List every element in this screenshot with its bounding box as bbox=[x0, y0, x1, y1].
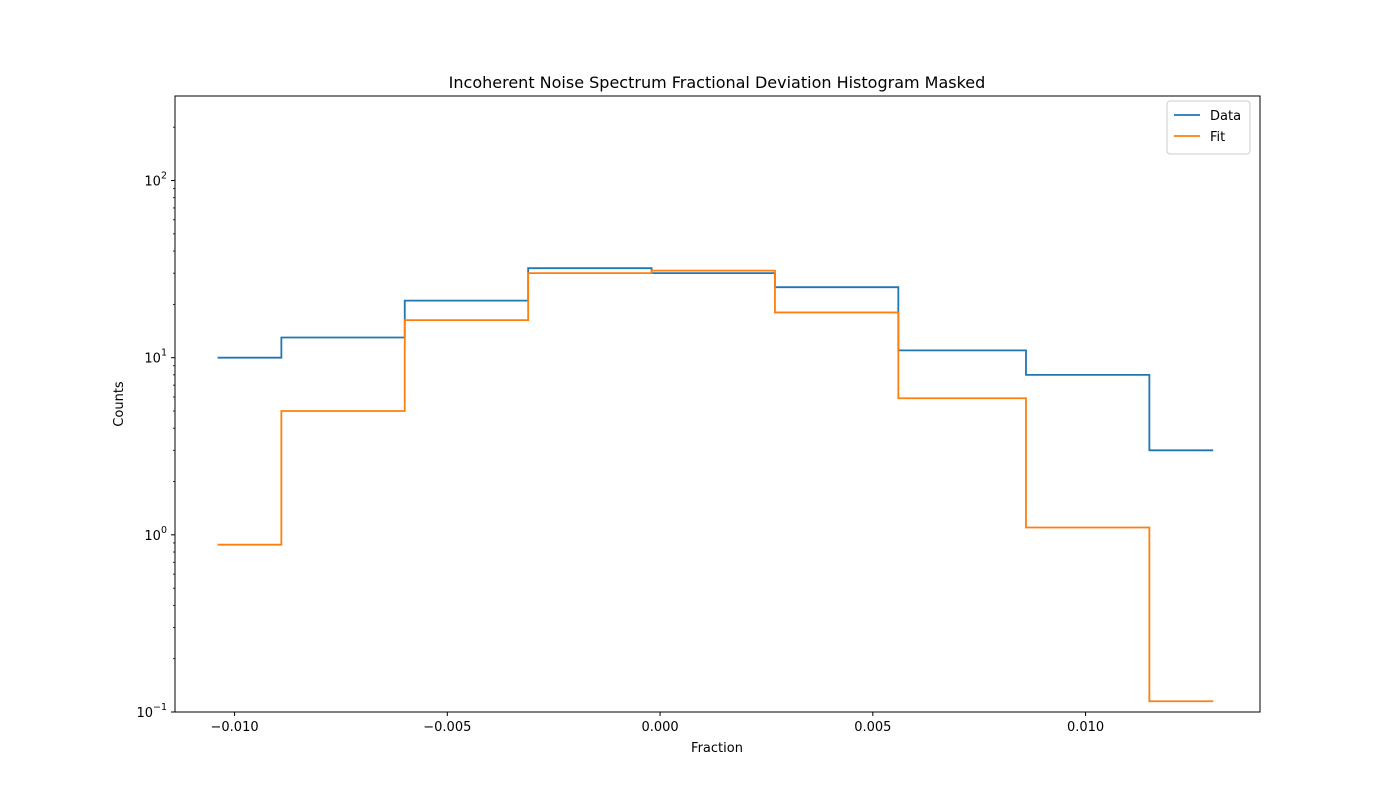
x-tick-label: −0.010 bbox=[211, 720, 259, 735]
legend-label-data: Data bbox=[1210, 109, 1241, 124]
x-axis-ticks: −0.010 −0.005 0.000 0.005 0.010 bbox=[211, 712, 1104, 735]
x-tick-label: 0.000 bbox=[641, 720, 678, 735]
y-tick-label: 101 bbox=[144, 348, 167, 367]
legend-label-fit: Fit bbox=[1210, 130, 1225, 145]
y-tick-label: 100 bbox=[144, 525, 167, 544]
x-tick-label: −0.005 bbox=[423, 720, 471, 735]
series-line-fit bbox=[217, 269, 1214, 703]
series-line-data bbox=[217, 267, 1214, 452]
legend: Data Fit bbox=[1166, 100, 1251, 155]
series-layer bbox=[217, 267, 1214, 703]
x-tick-label: 0.005 bbox=[854, 720, 891, 735]
y-axis-label: Counts bbox=[112, 381, 127, 427]
plot-frame bbox=[174, 95, 1261, 713]
y-tick-label: 102 bbox=[144, 171, 167, 190]
y-axis-ticks: 10−1 100 101 102 bbox=[136, 126, 175, 721]
chart-title: Incoherent Noise Spectrum Fractional Dev… bbox=[449, 73, 986, 92]
y-tick-label: 10−1 bbox=[136, 702, 167, 721]
x-axis-label: Fraction bbox=[691, 741, 743, 756]
x-tick-label: 0.010 bbox=[1067, 720, 1104, 735]
